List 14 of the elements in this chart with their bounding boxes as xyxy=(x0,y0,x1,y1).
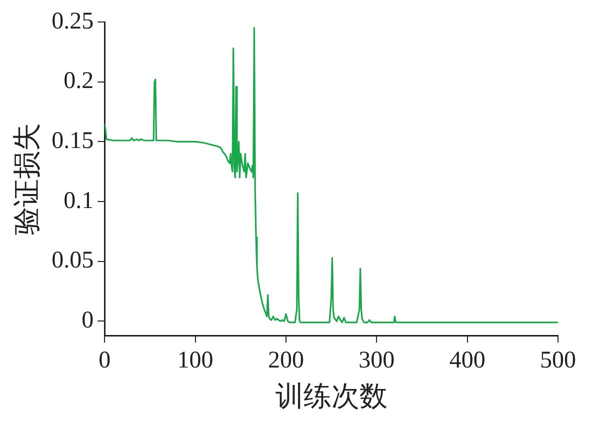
y-tick-label: 0 xyxy=(82,308,94,334)
y-tick-label: 0.2 xyxy=(64,68,94,94)
x-tick-label: 200 xyxy=(268,347,304,374)
y-tick-label: 0.05 xyxy=(52,248,94,274)
x-tick-label: 500 xyxy=(540,347,576,374)
y-tick-label: 0.1 xyxy=(64,188,94,214)
x-tick-label: 100 xyxy=(177,347,214,374)
x-tick-label: 300 xyxy=(358,347,395,374)
y-axis-title: 验证损失 xyxy=(12,122,44,235)
x-tick-label: 0 xyxy=(98,347,111,374)
x-tick-label: 400 xyxy=(449,347,486,374)
y-tick-label: 0.25 xyxy=(52,8,94,34)
y-tick-label: 0.15 xyxy=(52,128,94,154)
x-axis-title: 训练次数 xyxy=(275,382,388,413)
